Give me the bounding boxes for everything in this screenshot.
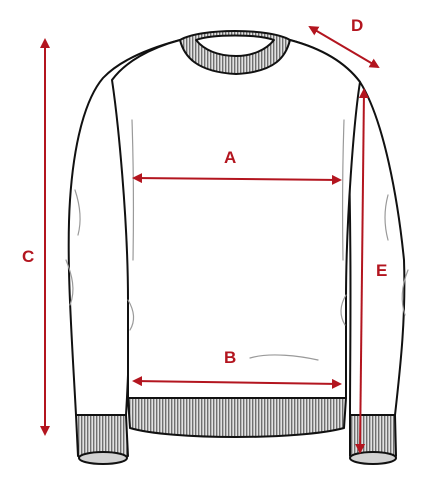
label-b: B bbox=[224, 348, 236, 367]
label-e: E bbox=[376, 261, 387, 280]
label-c: C bbox=[22, 247, 34, 266]
hem-rib bbox=[127, 397, 347, 438]
measure-d-arrow bbox=[308, 25, 380, 69]
measurement-labels: A B C D E bbox=[22, 16, 387, 367]
sweater-illustration bbox=[67, 30, 406, 465]
sweater-body bbox=[111, 39, 361, 399]
measure-b-arrow bbox=[132, 376, 342, 389]
right-cuff-opening bbox=[349, 451, 397, 465]
measurement-lines bbox=[40, 25, 380, 454]
label-a: A bbox=[224, 148, 236, 167]
label-d: D bbox=[351, 16, 363, 35]
measure-a-arrow bbox=[132, 173, 342, 185]
collar-inner bbox=[195, 34, 275, 57]
measure-e-arrow bbox=[355, 88, 369, 454]
left-cuff-opening bbox=[78, 451, 128, 465]
